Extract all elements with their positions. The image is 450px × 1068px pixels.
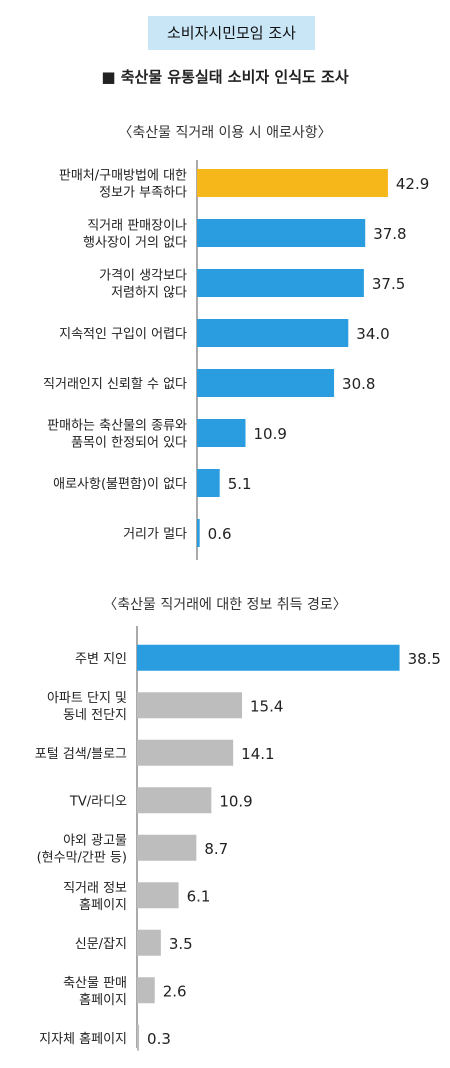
difficulty-value-label-8: 0.6 [208, 525, 232, 543]
source-category-label-7: 신문/잡지 [75, 937, 127, 952]
source-category-label-3: 포털 검색/블로그 [35, 747, 127, 762]
source-category-label-2-line-1: 아파트 단지 및 [47, 691, 127, 706]
difficulty-bar-5 [197, 369, 335, 397]
source-category-label-4-line-1: TV/라디오 [69, 794, 127, 809]
source-bar-2 [137, 692, 243, 719]
source-value-label-5: 8.7 [204, 840, 228, 858]
source-value-label-9: 0.3 [147, 1030, 171, 1048]
difficulty-value-label-2: 37.8 [373, 225, 406, 243]
difficulty-value-label-3: 37.5 [372, 275, 405, 293]
difficulty-category-label-2-line-2: 행사장이 거의 없다 [83, 235, 187, 251]
source-category-label-1-line-1: 주변 지인 [75, 652, 127, 667]
source-value-label-2: 15.4 [250, 697, 283, 715]
chart1-title: 〈축산물 직거래 이용 시 애로사항〉 [118, 125, 332, 141]
difficulty-bar-3 [197, 269, 364, 297]
main-title: ■ 축산물 유통실태 소비자 인식도 조사 [101, 68, 349, 86]
source-bar-9 [137, 1024, 140, 1051]
source-category-label-2-line-2: 동네 전단지 [63, 708, 127, 723]
source-category-label-8-line-1: 축산물 판매 [63, 976, 127, 991]
difficulty-category-label-1-line-2: 정보가 부족하다 [99, 186, 187, 201]
source-category-label-6-line-1: 직거래 정보 [63, 881, 127, 896]
difficulty-value-label-6: 10.9 [254, 425, 287, 443]
source-value-label-1: 38.5 [408, 650, 441, 668]
difficulty-bar-8 [197, 519, 200, 547]
source-bar-1 [137, 644, 400, 671]
difficulty-value-label-5: 30.8 [342, 375, 375, 393]
difficulty-category-label-5-line-1: 직거래인지 신뢰할 수 없다 [43, 377, 187, 392]
source-category-label-5-line-1: 야외 광고물 [63, 833, 127, 848]
source-value-label-6: 6.1 [187, 887, 211, 905]
difficulty-bar-6 [197, 419, 246, 447]
difficulty-value-label-4: 34.0 [356, 325, 389, 343]
difficulty-category-label-3-line-1: 가격이 생각보다 [99, 269, 187, 284]
difficulty-category-label-6-line-1: 판매하는 축산물의 종류와 [47, 419, 187, 434]
source-category-label-7-line-1: 신문/잡지 [75, 937, 127, 952]
difficulty-category-label-2: 직거래 판매장이나 행사장이 거의 없다 [83, 219, 187, 251]
source-bar-5 [137, 834, 197, 861]
difficulty-value-label-7: 5.1 [228, 475, 252, 493]
difficulty-category-label-5: 직거래인지 신뢰할 수 없다 [43, 377, 187, 392]
difficulty-category-label-3-line-2: 저렴하지 않다 [111, 286, 187, 301]
source-value-label-4: 10.9 [219, 792, 252, 810]
source-category-label-5: 야외 광고물 (현수막/간판 등) [37, 833, 127, 865]
source-value-label-3: 14.1 [241, 745, 274, 763]
difficulty-category-label-4-line-1: 지속적인 구입이 어렵다 [59, 327, 187, 342]
source-category-label-9-line-1: 지자체 홈페이지 [39, 1032, 127, 1047]
source-category-label-6-line-2: 홈페이지 [79, 898, 127, 913]
source-value-label-8: 2.6 [163, 982, 187, 1000]
difficulty-value-label-1: 42.9 [396, 175, 429, 193]
source-category-label-8-line-2: 홈페이지 [79, 993, 127, 1008]
source-bar-6 [137, 882, 179, 909]
source-bar-7 [137, 929, 161, 956]
difficulty-category-label-2-line-1: 직거래 판매장이나 [87, 219, 187, 234]
difficulty-bar-7 [197, 469, 220, 497]
source-category-label-9: 지자체 홈페이지 [39, 1032, 127, 1047]
difficulty-bar-2 [197, 219, 366, 247]
source-category-label-5-line-2: (현수막/간판 등) [37, 850, 127, 865]
source-bar-8 [137, 977, 155, 1004]
chart2-title: 〈축산물 직거래에 대한 정보 취득 경로〉 [103, 597, 347, 613]
difficulty-category-label-8-line-1: 거리가 멀다 [123, 527, 187, 542]
difficulty-bar-4 [197, 319, 349, 347]
source-category-label-3-line-1: 포털 검색/블로그 [35, 747, 127, 762]
survey-source-badge: 소비자시민모임 조사 [148, 16, 315, 50]
source-bar-3 [137, 739, 234, 766]
difficulty-category-label-6-line-2: 품목이 한정되어 있다 [71, 436, 187, 451]
difficulty-bar-1 [197, 169, 388, 197]
difficulty-category-label-7-line-1: 애로사항(불편함)이 없다 [53, 477, 187, 492]
difficulty-category-label-8: 거리가 멀다 [123, 527, 187, 542]
difficulty-category-label-4: 지속적인 구입이 어렵다 [59, 327, 187, 342]
source-bar-4 [137, 787, 212, 814]
source-category-label-1: 주변 지인 [75, 652, 127, 667]
source-value-label-7: 3.5 [169, 935, 193, 953]
difficulty-category-label-7: 애로사항(불편함)이 없다 [53, 477, 187, 492]
source-category-label-4: TV/라디오 [69, 794, 127, 809]
difficulty-category-label-1-line-1: 판매처/구매방법에 대한 [59, 169, 187, 184]
